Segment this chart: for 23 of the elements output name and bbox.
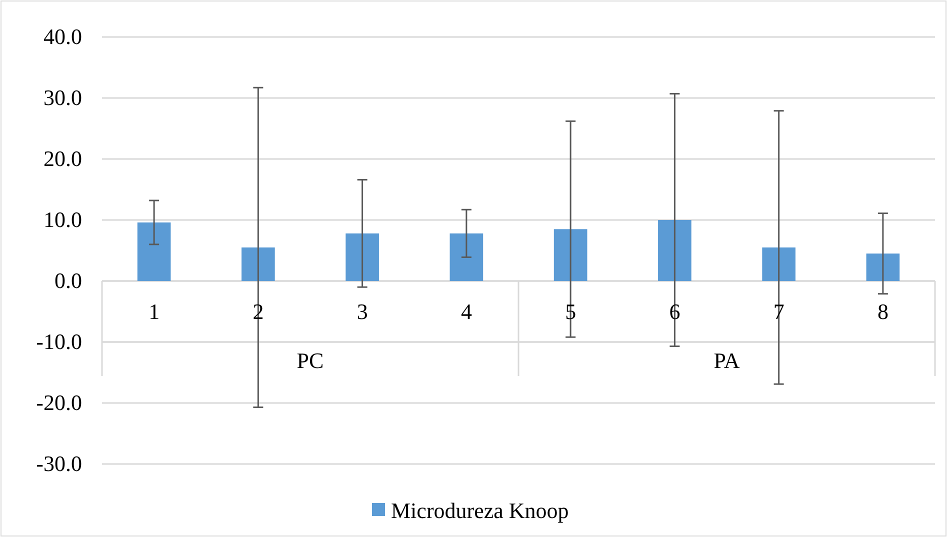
legend-label: Microdureza Knoop [391, 498, 569, 523]
y-tick-label: 40.0 [44, 24, 82, 49]
x-tick-label: 3 [356, 299, 368, 324]
annotation: PA [714, 348, 740, 373]
bar [450, 233, 484, 281]
y-tick-label: -20.0 [36, 390, 82, 415]
x-tick-label: 4 [460, 299, 472, 324]
y-tick-label: 20.0 [44, 146, 82, 171]
bar [866, 254, 900, 281]
bar [658, 220, 692, 281]
y-tick-label: -10.0 [36, 329, 82, 354]
x-tick-label: 1 [148, 299, 160, 324]
bar [137, 222, 171, 281]
bar [554, 229, 588, 281]
x-tick-label: 8 [877, 299, 888, 324]
bar [242, 247, 275, 281]
y-tick-label: 0.0 [54, 268, 82, 293]
y-tick-label: 10.0 [44, 207, 82, 232]
y-tick-label: -30.0 [36, 451, 82, 476]
bar [346, 233, 379, 281]
bar [762, 247, 796, 281]
y-tick-label: 30.0 [44, 85, 82, 110]
annotation: PC [296, 348, 324, 373]
